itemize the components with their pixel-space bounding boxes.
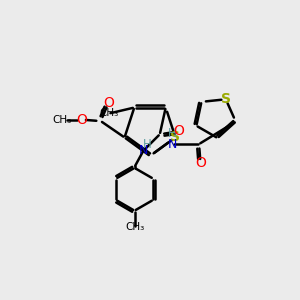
Text: S: S bbox=[221, 92, 231, 106]
Text: O: O bbox=[174, 124, 184, 138]
Text: O: O bbox=[76, 112, 87, 127]
Text: H: H bbox=[168, 127, 177, 140]
Text: CH₃: CH₃ bbox=[99, 109, 119, 118]
Text: CH₃: CH₃ bbox=[52, 115, 72, 124]
Text: N: N bbox=[168, 138, 177, 151]
Text: O: O bbox=[103, 96, 114, 110]
Text: O: O bbox=[195, 156, 206, 170]
Text: N: N bbox=[139, 144, 148, 157]
Text: H: H bbox=[142, 138, 152, 151]
Text: CH₃: CH₃ bbox=[125, 222, 144, 232]
Text: S: S bbox=[170, 130, 180, 145]
